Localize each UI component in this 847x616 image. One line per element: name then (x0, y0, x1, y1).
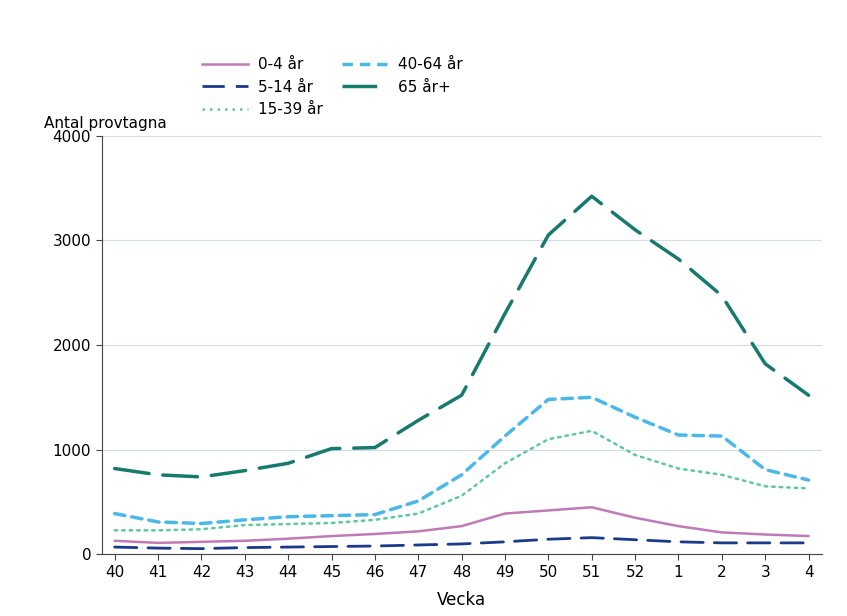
Text: Antal provtagna: Antal provtagna (44, 116, 167, 131)
Legend: 0-4 år, 5-14 år, 15-39 år, 40-64 år, 65 år+: 0-4 år, 5-14 år, 15-39 år, 40-64 år, 65 … (196, 51, 469, 123)
X-axis label: Vecka: Vecka (437, 591, 486, 609)
